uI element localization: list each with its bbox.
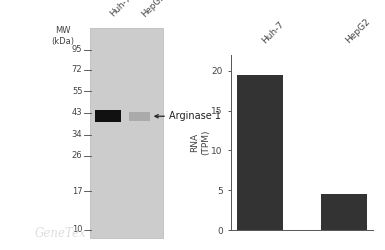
Bar (95, 110, 121, 122)
Text: HepG2: HepG2 (139, 0, 167, 19)
Bar (129, 112, 150, 120)
Text: 26: 26 (72, 151, 82, 160)
Y-axis label: RNA
(TPM): RNA (TPM) (190, 130, 210, 155)
Text: Huh-7: Huh-7 (108, 0, 133, 19)
Bar (238, 75, 283, 230)
Text: Arginase 1: Arginase 1 (169, 111, 221, 121)
Bar (90, 28, 163, 238)
Text: 43: 43 (72, 108, 82, 117)
Text: 10: 10 (72, 225, 82, 234)
Text: 55: 55 (72, 87, 82, 96)
Bar (321, 194, 367, 230)
Text: 34: 34 (72, 130, 82, 139)
Text: MW
(kDa): MW (kDa) (52, 26, 75, 46)
Text: GeneTex: GeneTex (35, 227, 87, 240)
Text: 72: 72 (72, 66, 82, 74)
Text: 95: 95 (72, 46, 82, 54)
Text: 17: 17 (72, 187, 82, 196)
